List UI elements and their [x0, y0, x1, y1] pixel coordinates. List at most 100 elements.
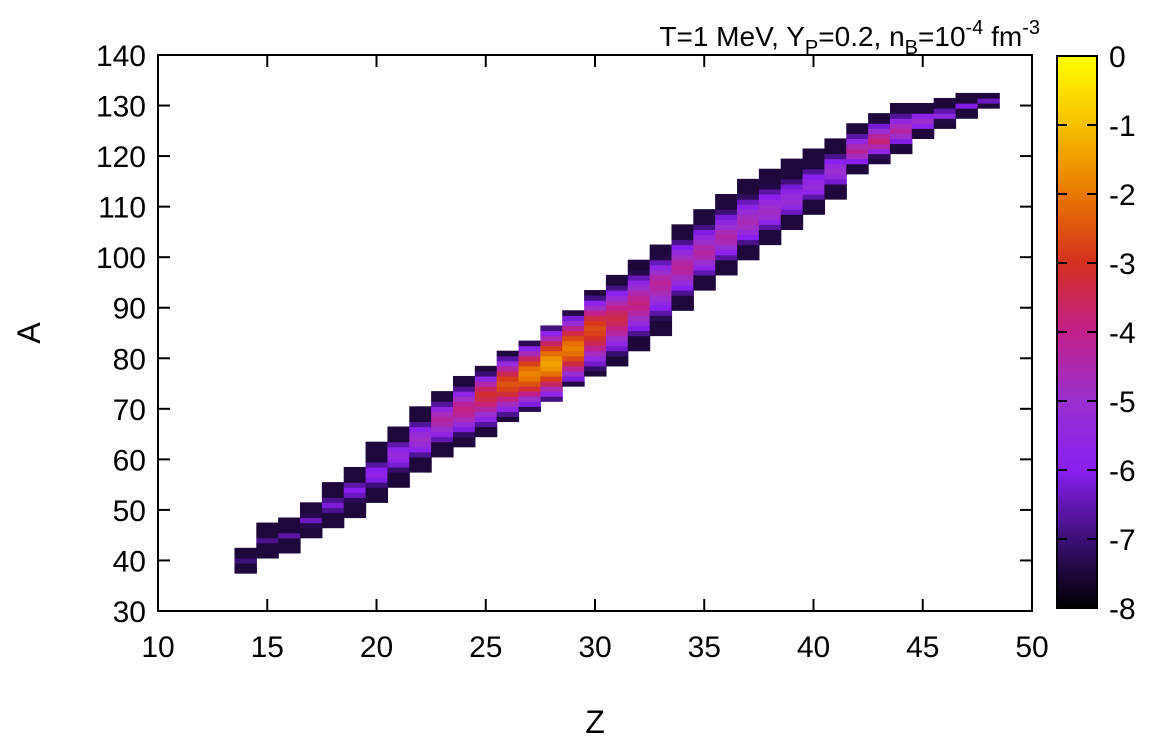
heatmap-cell	[321, 517, 345, 524]
heatmap-cell	[605, 279, 629, 286]
heatmap-cell	[387, 466, 410, 473]
y-tick-label: 90	[113, 293, 146, 326]
heatmap-cell	[649, 264, 673, 271]
heatmap-cell	[365, 451, 389, 458]
heatmap-cell	[278, 532, 301, 539]
heatmap-cell	[671, 234, 694, 241]
heatmap-cell	[584, 340, 607, 347]
heatmap-cell	[518, 375, 541, 382]
heatmap-cell	[518, 386, 541, 392]
heatmap-cell	[737, 234, 760, 241]
heatmap-cell	[649, 320, 673, 327]
heatmap-cell	[474, 396, 498, 402]
heatmap-cell	[605, 300, 629, 306]
heatmap-cell	[780, 158, 804, 165]
heatmap-cell	[802, 188, 826, 195]
heatmap-cell	[693, 234, 716, 241]
x-axis-title: Z	[585, 704, 605, 740]
heatmap-cell	[518, 396, 541, 402]
heatmap-cell	[802, 153, 826, 160]
heatmap-cell	[846, 143, 869, 150]
heatmap-cell	[824, 158, 847, 165]
heatmap-cell	[256, 522, 279, 529]
heatmap-cell	[584, 370, 607, 377]
heatmap-cell	[474, 391, 498, 397]
heatmap-cell	[649, 310, 673, 316]
heatmap-cell	[868, 118, 891, 124]
heatmap-cell	[627, 300, 651, 306]
heatmap-cell	[780, 199, 804, 205]
heatmap-cell	[256, 532, 279, 539]
heatmap-cell	[824, 194, 847, 200]
heatmap-cell	[671, 269, 694, 276]
heatmap-cell	[955, 97, 978, 104]
heatmap-cell	[649, 244, 673, 251]
heatmap-cell	[431, 446, 454, 453]
heatmap-cell	[671, 305, 694, 311]
heatmap-cell	[452, 396, 476, 402]
heatmap-cell	[737, 254, 760, 261]
heatmap-cell	[343, 497, 367, 503]
heatmap-cell	[889, 118, 913, 124]
colorbar-ticks: 0 -1 -2 -3 -4 -5 -6 -7 -8	[1057, 41, 1136, 626]
heatmap-cell	[256, 527, 279, 534]
heatmap-cell	[584, 295, 607, 301]
heatmap-cell	[737, 214, 760, 220]
heatmap-cell	[234, 552, 257, 559]
heatmap-cell	[824, 178, 847, 185]
heatmap-cell	[518, 401, 541, 407]
heatmap-cell	[671, 279, 694, 286]
heatmap-cell	[278, 537, 301, 544]
heatmap-cell	[300, 512, 323, 519]
heatmap-cell	[977, 92, 1000, 99]
heatmap-cell	[234, 562, 257, 569]
heatmap-cell	[933, 123, 957, 129]
colorbar-tick-label: -1	[1109, 110, 1136, 143]
heatmap-cell	[824, 163, 847, 170]
heatmap-cell	[518, 370, 541, 377]
heatmap-cell	[649, 330, 673, 337]
heatmap-cell	[846, 128, 869, 134]
heatmap-cell	[234, 568, 257, 574]
heatmap-cell	[387, 436, 410, 443]
heatmap-cell	[605, 320, 629, 327]
heatmap-cell	[431, 431, 454, 438]
x-tick-label: 15	[251, 631, 284, 664]
heatmap-cell	[889, 148, 913, 155]
heatmap-cell	[540, 355, 563, 362]
heatmap-cell	[737, 204, 760, 210]
heatmap-cell	[889, 103, 913, 109]
heatmap-cell	[933, 103, 957, 109]
heatmap-cell	[868, 123, 891, 129]
heatmap-cell	[562, 360, 585, 367]
heatmap-cell	[868, 128, 891, 134]
heatmap-cell	[715, 264, 738, 271]
heatmap-cell	[431, 396, 454, 402]
heatmap-cell	[715, 249, 738, 256]
heatmap-cell	[387, 441, 410, 448]
heatmap-cell	[693, 279, 716, 286]
heatmap-cell	[737, 239, 760, 246]
heatmap-cell	[540, 330, 563, 337]
heatmap-cell	[911, 108, 935, 114]
heatmap-cell	[846, 148, 869, 155]
heatmap-cell	[409, 426, 432, 433]
heatmap-cell	[409, 451, 432, 458]
heatmap-cell	[693, 219, 716, 225]
heatmap-cell	[911, 123, 935, 129]
heatmap-cell	[605, 325, 629, 332]
heatmap-cell	[474, 431, 498, 438]
heatmap-cell	[780, 224, 804, 230]
heatmap-cell	[474, 416, 498, 423]
heatmap-cell	[649, 315, 673, 321]
heatmap-cell	[452, 401, 476, 407]
heatmap-cell	[518, 365, 541, 372]
heatmap-cell	[780, 163, 804, 170]
heatmap-cell	[780, 214, 804, 220]
heatmap-cell	[409, 441, 432, 448]
heatmap-cell	[584, 330, 607, 337]
heatmap-cell	[780, 173, 804, 180]
heatmap-cell	[431, 391, 454, 397]
heatmap-cell	[584, 360, 607, 367]
heatmap-cell	[387, 456, 410, 463]
